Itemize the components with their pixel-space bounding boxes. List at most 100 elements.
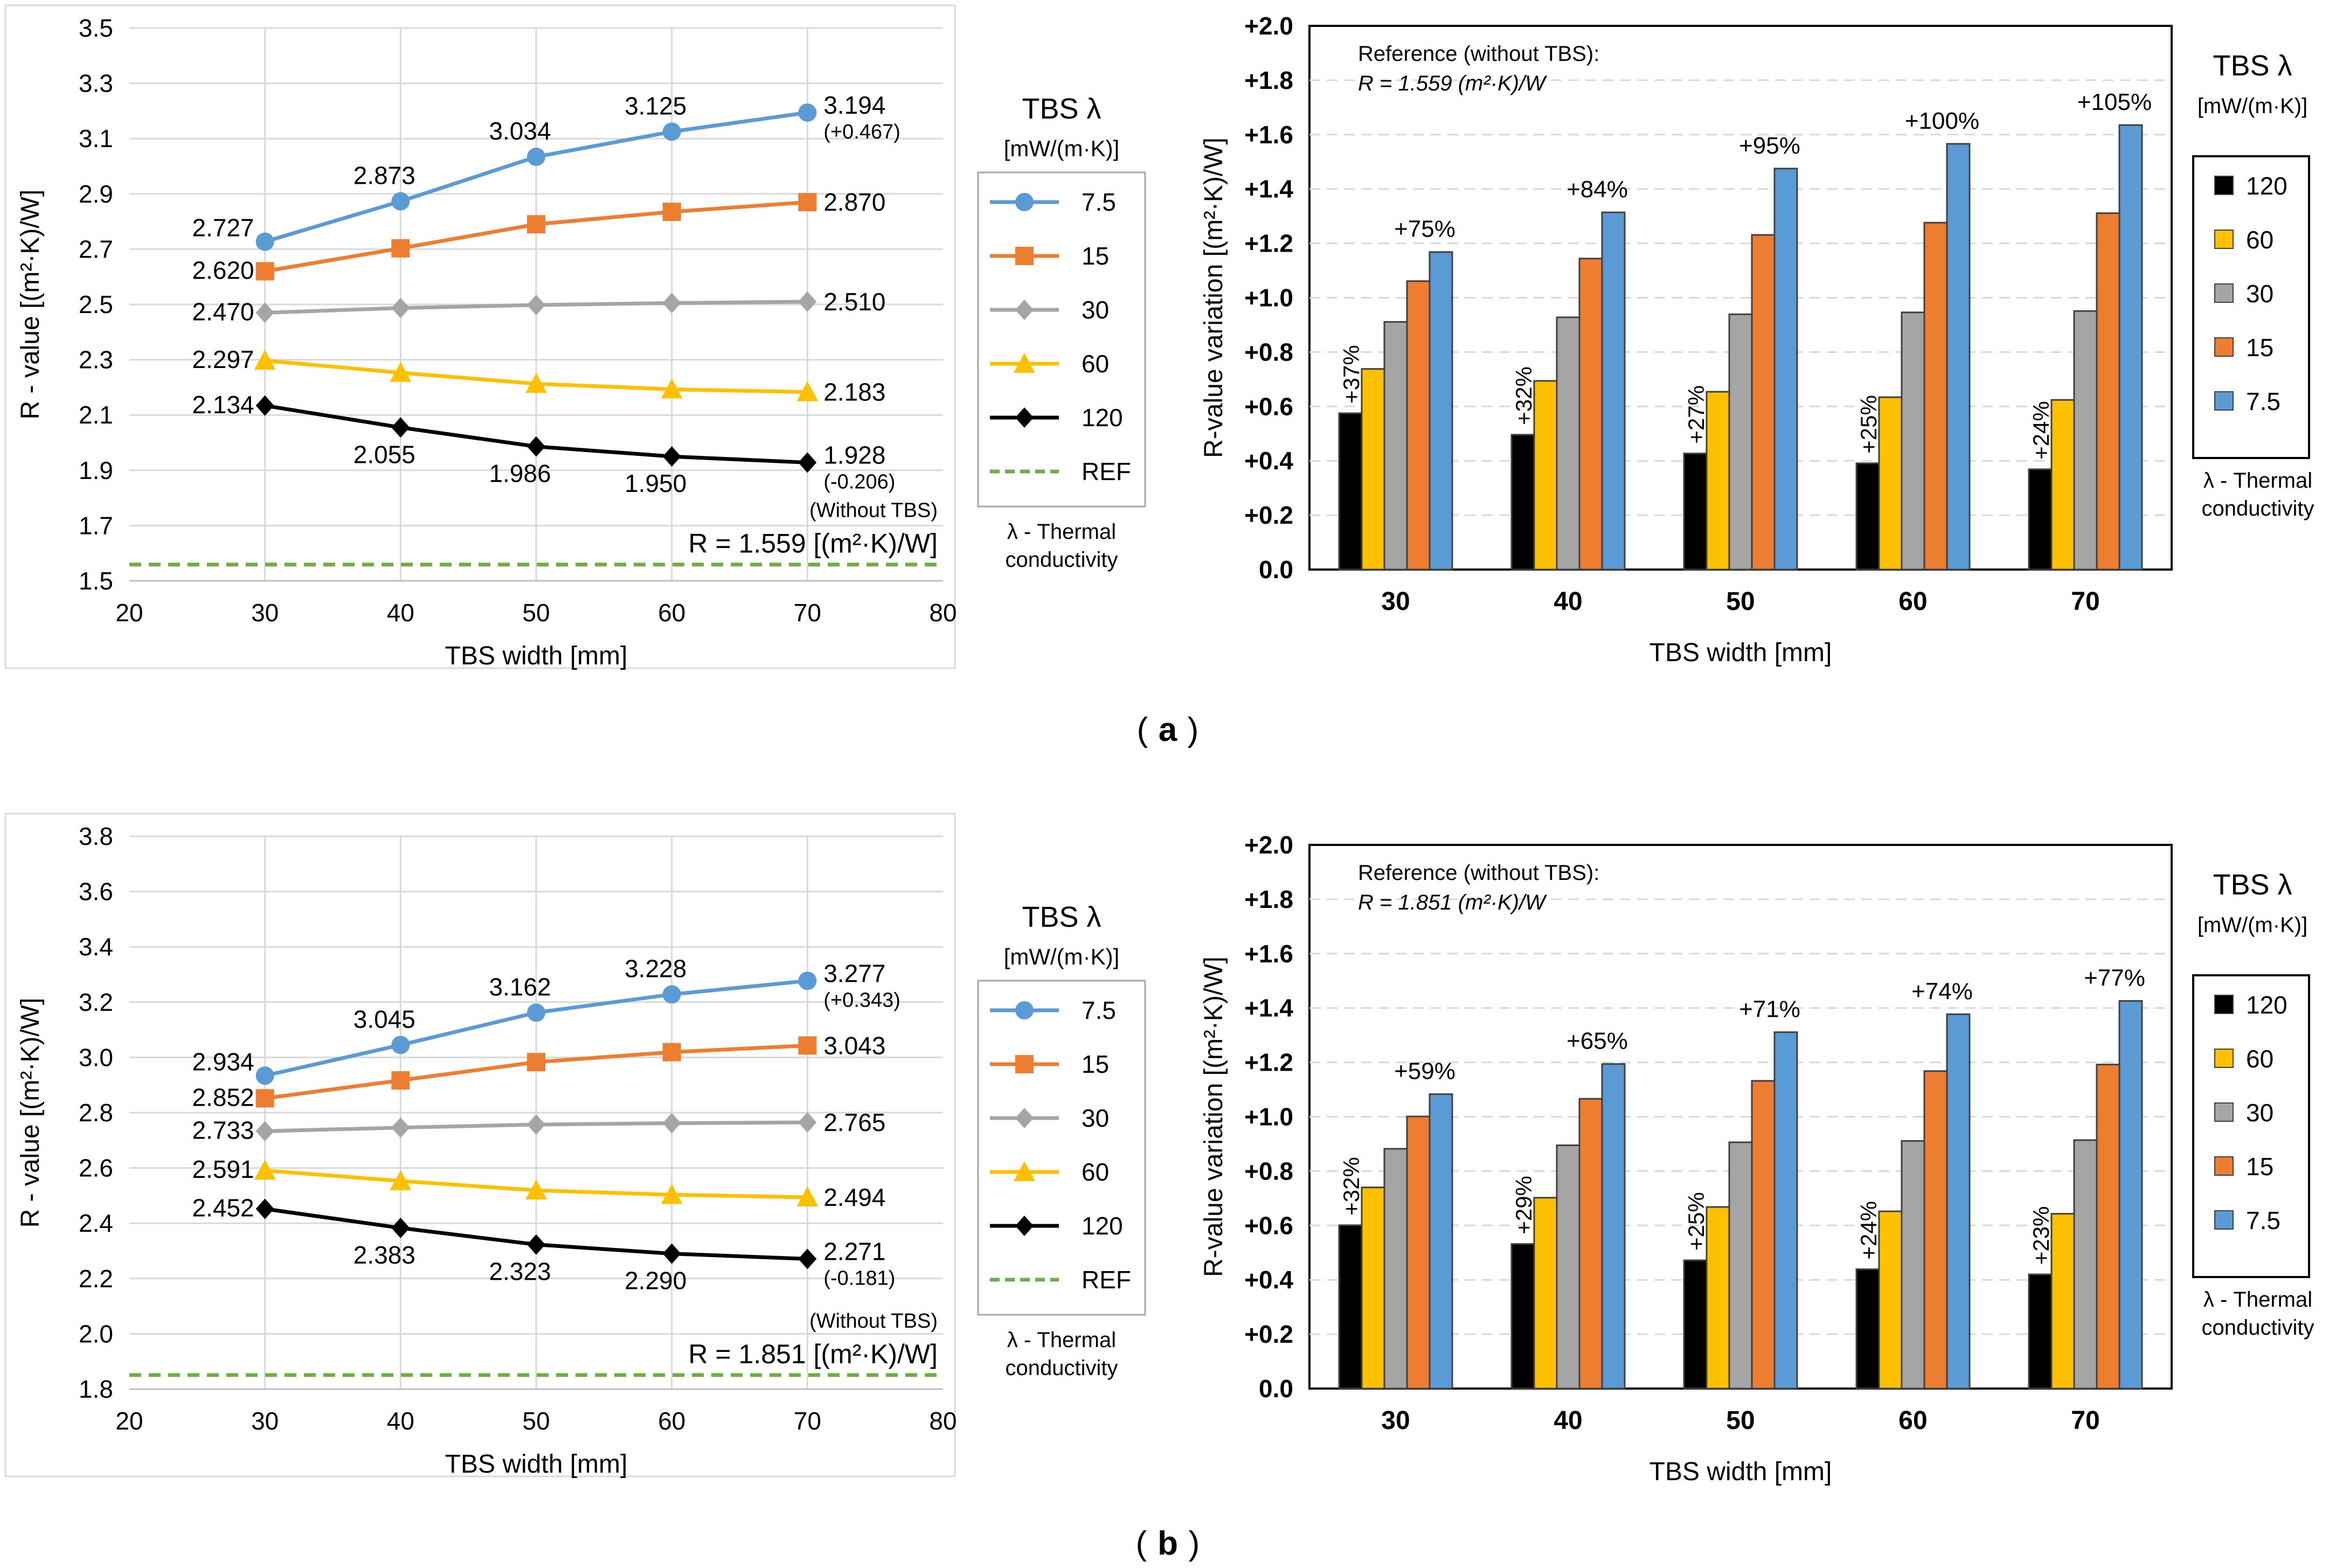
bar bbox=[2118, 124, 2143, 571]
y-tick-label: 0.0 bbox=[1259, 1375, 1293, 1403]
data-label: 2.727 bbox=[192, 214, 254, 242]
data-label: 2.290 bbox=[625, 1267, 687, 1295]
pct-low-label: +29% bbox=[1511, 1176, 1536, 1234]
y-tick-label: +1.4 bbox=[1244, 175, 1293, 203]
bar bbox=[1946, 1013, 1971, 1390]
pct-low-label: +25% bbox=[1683, 1192, 1709, 1251]
y-tick-label: 3.8 bbox=[79, 822, 113, 850]
y-tick-label: +0.2 bbox=[1244, 501, 1293, 529]
delta-max-label: (+0.343) bbox=[823, 989, 900, 1011]
chart-area-border bbox=[4, 813, 956, 1477]
pct-low-label: +32% bbox=[1339, 1157, 1364, 1216]
y-tick-label: 2.3 bbox=[79, 346, 113, 374]
pct-high-label: +65% bbox=[1566, 1028, 1628, 1054]
pct-high-label: +74% bbox=[1911, 978, 1973, 1004]
data-label: 3.277 bbox=[823, 959, 885, 987]
data-point bbox=[798, 972, 817, 990]
data-label: 3.125 bbox=[625, 92, 687, 120]
data-label: 2.510 bbox=[823, 288, 885, 316]
y-tick-label: 1.9 bbox=[79, 456, 113, 484]
bar bbox=[1578, 258, 1603, 571]
x-tick-label: 70 bbox=[2071, 1406, 2099, 1435]
bar bbox=[1383, 1148, 1408, 1390]
data-label: 2.271 bbox=[823, 1237, 885, 1265]
legend-label: 60 bbox=[2246, 226, 2273, 254]
data-point bbox=[391, 1117, 410, 1138]
data-label: 2.470 bbox=[192, 297, 254, 325]
x-tick-label: 50 bbox=[1726, 1406, 1755, 1435]
x-tick-label: 80 bbox=[929, 1407, 956, 1435]
legend-swatch bbox=[2214, 283, 2234, 303]
y-tick-label: +0.8 bbox=[1244, 1157, 1293, 1185]
x-tick-label: 70 bbox=[794, 599, 821, 627]
bar-chart-b: 0.0 +0.2 +0.4 +0.6 +0.8 +1.0 +1.2 +1.4 +1.6 +1.8 +… bbox=[1200, 831, 2314, 1486]
data-label: 2.055 bbox=[353, 440, 415, 468]
x-tick-label: 50 bbox=[522, 1407, 550, 1435]
y-tick-label: +2.0 bbox=[1244, 831, 1293, 859]
data-label: 3.045 bbox=[353, 1005, 415, 1033]
data-point bbox=[662, 1113, 681, 1134]
x-tick-label: 20 bbox=[115, 599, 143, 627]
legend-marker bbox=[1015, 1001, 1034, 1019]
y-tick-label: +1.2 bbox=[1244, 1049, 1293, 1077]
data-point bbox=[255, 1066, 274, 1085]
data-point bbox=[662, 985, 681, 1004]
pct-high-label: +84% bbox=[1566, 176, 1628, 203]
data-point bbox=[525, 1180, 547, 1200]
y-tick-label: +1.6 bbox=[1244, 940, 1293, 968]
legend-title: TBS λ bbox=[2213, 50, 2292, 82]
y-tick-label: +0.4 bbox=[1244, 447, 1293, 475]
y-tick-label: 3.2 bbox=[79, 988, 113, 1016]
data-label: 3.034 bbox=[489, 117, 551, 145]
data-point bbox=[527, 215, 545, 234]
y-tick-label: +0.6 bbox=[1244, 392, 1293, 420]
y-axis-title: R - value [(m²·K)/W] bbox=[16, 190, 45, 420]
data-label: 2.765 bbox=[823, 1108, 885, 1136]
data-point bbox=[391, 1217, 410, 1238]
bar bbox=[1406, 1115, 1431, 1390]
legend-swatch bbox=[2214, 337, 2234, 357]
reference-note: (Without TBS) bbox=[809, 1310, 938, 1333]
data-label: 2.934 bbox=[192, 1047, 254, 1076]
delta-max-label: (+0.467) bbox=[823, 121, 900, 143]
y-tick-label: 2.2 bbox=[79, 1265, 113, 1293]
x-tick-label: 30 bbox=[1381, 1406, 1410, 1435]
data-label: 2.452 bbox=[192, 1194, 254, 1222]
data-point bbox=[525, 373, 547, 393]
line-chart-a: 1.5 1.7 1.9 2.1 2.3 2.5 2.7 2.9 3.1 3.3 3.5 20 30 40 5… bbox=[4, 4, 1146, 670]
legend-unit: [mW/(m·K)] bbox=[2198, 94, 2307, 118]
y-tick-label: +0.6 bbox=[1244, 1211, 1293, 1239]
data-point bbox=[527, 295, 545, 316]
reference-note: (Without TBS) bbox=[809, 499, 938, 522]
legend-label: 15 bbox=[2246, 1153, 2273, 1181]
data-label: 2.494 bbox=[823, 1183, 885, 1211]
legend-label: 120 bbox=[2246, 172, 2288, 200]
pct-low-label: +24% bbox=[1856, 1201, 1881, 1260]
legend-unit: [mW/(m·K)] bbox=[1004, 136, 1120, 161]
x-tick-label: 60 bbox=[1898, 587, 1927, 616]
y-tick-label: +1.6 bbox=[1244, 121, 1293, 149]
legend-swatch bbox=[2214, 995, 2234, 1014]
y-tick-label: +0.2 bbox=[1244, 1320, 1293, 1348]
legend-marker bbox=[1014, 1161, 1035, 1181]
legend-label: 7.5 bbox=[1082, 996, 1116, 1024]
y-tick-label: 3.3 bbox=[79, 70, 113, 98]
legend-marker bbox=[1015, 1108, 1034, 1128]
data-point bbox=[661, 378, 683, 399]
y-tick-label: +0.8 bbox=[1244, 338, 1293, 366]
bar bbox=[2028, 468, 2053, 571]
panel-label-a-paren-open: ( bbox=[1137, 711, 1148, 748]
data-point bbox=[391, 192, 410, 211]
y-tick-label: 2.4 bbox=[79, 1209, 113, 1237]
bar bbox=[1429, 251, 1453, 571]
pct-low-label: +24% bbox=[2028, 401, 2054, 460]
x-tick-label: 50 bbox=[522, 599, 550, 627]
y-tick-label: +1.0 bbox=[1244, 284, 1293, 312]
legend-footer: λ - Thermal bbox=[1007, 1328, 1116, 1352]
bar bbox=[1773, 1031, 1798, 1390]
x-tick-label: 70 bbox=[2071, 587, 2099, 616]
pct-low-label: +32% bbox=[1511, 366, 1536, 425]
data-point bbox=[798, 291, 817, 312]
data-point bbox=[254, 350, 276, 370]
data-label: 2.870 bbox=[823, 188, 885, 216]
